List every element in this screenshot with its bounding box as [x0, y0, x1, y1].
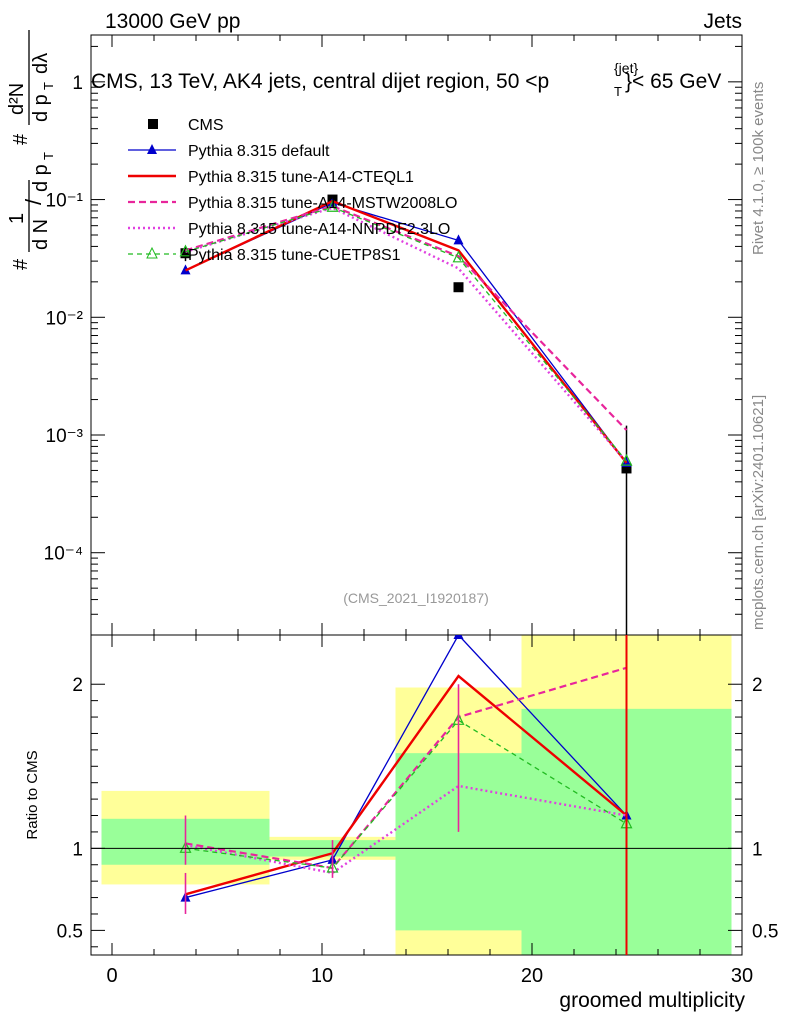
legend-swatch-cms: [148, 119, 158, 129]
ratio-y-tick-label-right: 2: [752, 675, 763, 696]
ratio-y-tick-label: 0.5: [57, 921, 83, 942]
y-tick-label: 10⁻³: [46, 426, 84, 447]
main-line-nnpdf: [185, 206, 628, 463]
main-ylabel: # 1 d N / d p T # d²N d p T dλ: [6, 30, 56, 270]
legend-label-data: CMS: [188, 117, 224, 134]
svg-text:1: 1: [6, 213, 28, 224]
x-tick-label: 0: [106, 965, 117, 987]
cms-data-point: [453, 282, 464, 293]
svg-text:/: /: [21, 198, 46, 205]
ratio-marker-default: [453, 635, 464, 639]
y-tick-label: 1: [72, 73, 83, 94]
main-marker-cuetp: [179, 244, 192, 257]
main-marker-cuetp: [620, 453, 633, 466]
y-tick-label: 10⁻²: [46, 308, 84, 329]
header-right: Jets: [703, 10, 742, 33]
svg-text:d p: d p: [30, 164, 52, 192]
legend-marker-default: [147, 144, 157, 154]
legend: CMS Pythia 8.315 default Pythia 8.315 tune…: [128, 117, 457, 264]
main-line-cteql1: [184, 199, 628, 464]
svg-text:d p: d p: [30, 94, 52, 122]
svg-text:CMS, 13 TeV, AK4 jets, central: CMS, 13 TeV, AK4 jets, central dijet reg…: [91, 70, 549, 93]
svg-text:#: #: [10, 258, 32, 270]
main-line-cuetp: [185, 206, 628, 462]
y-tick-label: 10⁻¹: [46, 191, 84, 212]
legend-label-cteql1: Pythia 8.315 tune-A14-CTEQL1: [188, 169, 414, 186]
mcplots-label: mcplots.cern.ch [arXiv:2401.10621]: [750, 395, 767, 630]
ratio-line-nnpdf: [185, 784, 627, 875]
ratio-y-tick-label: 2: [72, 675, 83, 696]
svg-text:d N: d N: [30, 219, 52, 250]
ratio-frame: [90, 634, 743, 956]
x-tick-label: 30: [731, 965, 753, 987]
svg-text:T: T: [41, 82, 56, 90]
svg-text:T: T: [41, 152, 56, 160]
ratio-line-mstw: [185, 666, 627, 870]
analysis-tag: (CMS_2021_I1920187): [343, 590, 489, 606]
legend-marker-cuetp: [146, 246, 158, 259]
svg-text:dλ: dλ: [30, 53, 52, 74]
main-line-default: [185, 202, 628, 464]
x-tick-label: 10: [311, 965, 333, 987]
x-tick-label: 20: [521, 965, 543, 987]
cms-data-point: [180, 248, 191, 259]
svg-text:T: T: [614, 84, 622, 99]
svg-text:#: #: [10, 133, 32, 145]
ratio-y-tick-label-right: 0.5: [752, 921, 778, 942]
ratio-line-cteql1: [185, 674, 628, 896]
rivet-label: Rivet 4.1.0, ≥ 100k events: [750, 82, 767, 255]
ratio-ylabel: Ratio to CMS: [24, 750, 41, 839]
svg-text:d²N: d²N: [6, 83, 28, 115]
x-axis-label: groomed multiplicity: [559, 989, 745, 1012]
svg-text:}< 65 GeV: }< 65 GeV: [625, 70, 721, 93]
legend-label-mstw: Pythia 8.315 tune-A14-MSTW2008LO: [188, 195, 457, 212]
svg-text:{jet}: {jet}: [614, 60, 638, 76]
main-marker-default: [453, 234, 464, 245]
legend-label-default: Pythia 8.315 default: [188, 143, 330, 160]
ratio-y-tick-label-right: 1: [752, 839, 763, 860]
header-left: 13000 GeV pp: [105, 10, 240, 33]
legend-label-cuetp: Pythia 8.315 tune-CUETP8S1: [188, 247, 401, 264]
ratio-line-default: [185, 635, 627, 899]
main-marker-cuetp: [452, 250, 465, 263]
main-marker-cuetp: [326, 199, 339, 212]
y-tick-label: 10⁻⁴: [44, 544, 83, 565]
ratio-line-cuetp: [185, 719, 627, 869]
ratio-y-tick-label: 1: [72, 839, 83, 860]
legend-label-nnpdf: Pythia 8.315 tune-A14-NNPDF2.3LO: [188, 221, 450, 238]
plot-title: CMS, 13 TeV, AK4 jets, central dijet reg…: [91, 60, 721, 99]
main-line-mstw: [185, 204, 628, 431]
cms-data-point: [621, 463, 632, 474]
